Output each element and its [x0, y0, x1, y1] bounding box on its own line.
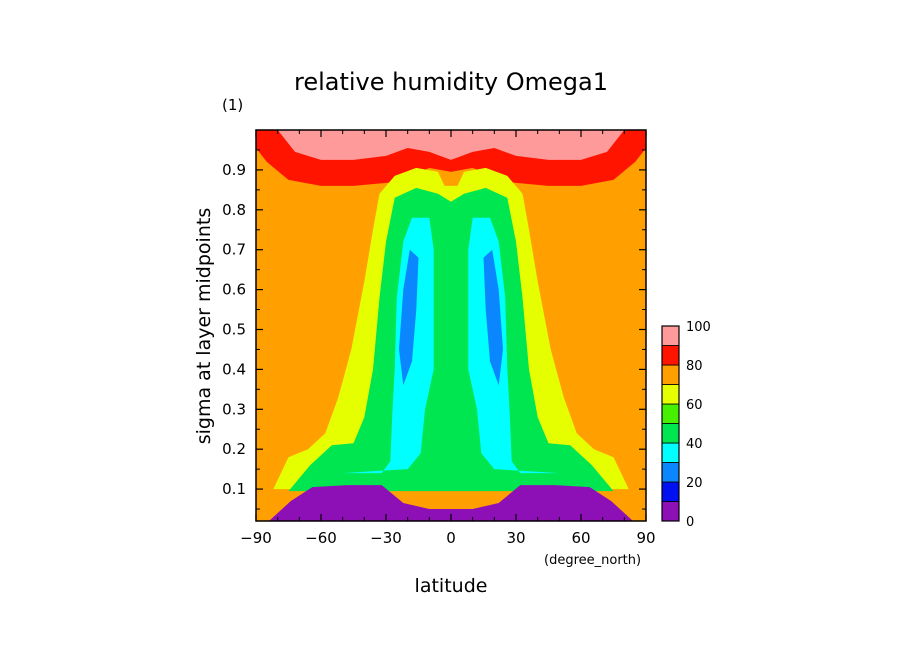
chart-title: relative humidity Omega1 [294, 68, 608, 96]
y-tick-label: 0.7 [222, 241, 246, 259]
colorbar-swatch [661, 423, 680, 444]
colorbar-swatch [661, 403, 680, 424]
colorbar-tick-label: 20 [686, 476, 703, 491]
contour-region-90-100 [277, 130, 625, 160]
x-tick-label: −90 [240, 529, 272, 547]
x-tick-label: 60 [571, 529, 590, 547]
y-tick-label: 0.8 [222, 201, 246, 219]
y-tick-label: 0.3 [222, 400, 246, 418]
colorbar-swatch [661, 501, 680, 522]
y-tick-label: 0.9 [222, 161, 246, 179]
colorbar-tick-label: 80 [686, 359, 703, 374]
y-axis: 0.1 0.2 0.3 0.4 0.5 0.6 0.7 0.8 0.9 [222, 149, 646, 510]
y-tick-label: 0.5 [222, 320, 246, 338]
x-tick-label: −60 [305, 529, 337, 547]
colorbar-tick-label: 0 [686, 515, 694, 530]
contour-regions [256, 130, 646, 521]
colorbar-tick-label: 60 [686, 398, 703, 413]
colorbar-swatch [661, 364, 680, 385]
y-tick-label: 0.4 [222, 360, 246, 378]
x-tick-label: −30 [370, 529, 402, 547]
colorbar-swatch [661, 481, 680, 502]
colorbar-swatch [661, 384, 680, 405]
contour-region-40-50 [288, 187, 614, 492]
x-tick-label: 90 [636, 529, 655, 547]
x-tick-label: 0 [446, 529, 456, 547]
colorbar-swatch [661, 345, 680, 366]
contour-region-20-30 [483, 249, 503, 386]
x-axis-label: latitude [415, 575, 488, 597]
colorbar-tick-label: 100 [686, 320, 711, 335]
y-tick-label: 0.6 [222, 281, 246, 299]
y-axis-label: sigma at layer midpoints [193, 208, 215, 444]
colorbar: 0 20 40 60 80 100 [661, 320, 711, 530]
colorbar-tick-label: 40 [686, 437, 703, 452]
y-tick-label: 0.1 [222, 480, 246, 498]
y-tick-label: 0.2 [222, 440, 246, 458]
x-units-label: (degree_north) [544, 553, 641, 568]
x-tick-label: 30 [506, 529, 525, 547]
colorbar-swatch [661, 442, 680, 463]
plot-area [255, 129, 647, 522]
contour-region-0-10 [269, 485, 633, 521]
contour-region-20-30 [399, 249, 419, 386]
colorbar-frame [661, 325, 680, 522]
colorbar-swatch [661, 325, 680, 346]
y-units-label: (1) [222, 96, 243, 114]
colorbar-swatch [661, 462, 680, 483]
x-axis: −90 −60 −30 0 30 60 90 [240, 130, 656, 547]
